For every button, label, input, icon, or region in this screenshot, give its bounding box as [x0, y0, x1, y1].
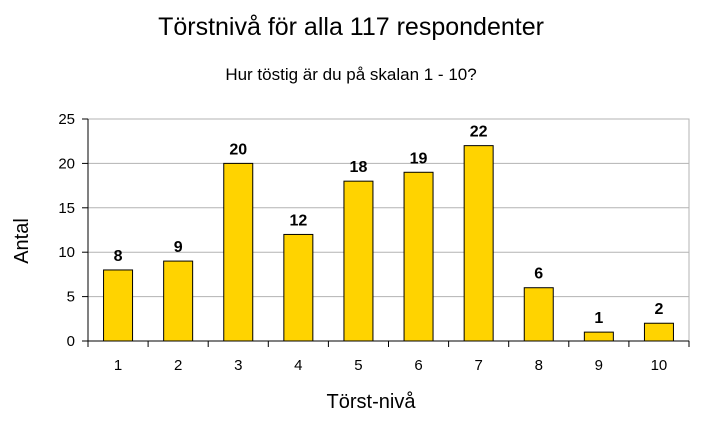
y-tick-label-10: 10 [58, 244, 75, 261]
x-tick-label-8: 8 [535, 357, 543, 374]
y-axis-label: Antal [11, 218, 33, 264]
bar-7 [463, 145, 494, 342]
data-label-6: 19 [410, 150, 428, 167]
bars [103, 145, 674, 342]
data-label-7: 22 [470, 124, 488, 141]
x-tick-labels: 1 2 3 4 5 6 7 8 9 10 [114, 357, 667, 374]
bar-2 [163, 260, 194, 342]
data-label-2: 9 [174, 239, 183, 256]
x-tick-label-6: 6 [414, 357, 422, 374]
y-tick-label-25: 25 [58, 111, 75, 128]
data-label-1: 8 [114, 248, 123, 265]
x-tick-label-1: 1 [114, 357, 122, 374]
x-tick-label-3: 3 [234, 357, 242, 374]
axes [82, 118, 690, 347]
bar-4 [283, 233, 314, 342]
bar-10 [643, 322, 674, 342]
bar-6 [403, 171, 434, 342]
data-label-9: 1 [594, 310, 603, 327]
bar-5 [343, 180, 374, 342]
x-tick-label-2: 2 [174, 357, 182, 374]
bar-9 [583, 331, 614, 342]
data-label-3: 20 [229, 141, 247, 158]
bar-3 [223, 162, 254, 342]
x-tick-label-5: 5 [354, 357, 362, 374]
y-tick-label-15: 15 [58, 200, 75, 217]
data-label-10: 2 [654, 301, 663, 318]
bar-8 [523, 287, 554, 342]
y-tick-labels: 0 5 10 15 20 25 [58, 111, 75, 350]
data-label-4: 12 [289, 212, 307, 229]
x-tick-label-9: 9 [595, 357, 603, 374]
x-tick-label-4: 4 [294, 357, 302, 374]
y-tick-label-5: 5 [67, 289, 75, 306]
data-label-5: 18 [350, 159, 368, 176]
x-tick-label-7: 7 [474, 357, 482, 374]
x-tick-label-10: 10 [651, 357, 668, 374]
y-tick-label-0: 0 [67, 333, 75, 350]
chart-title: Törstnivå för alla 117 respondenter [158, 13, 544, 41]
bar-1 [103, 269, 134, 342]
data-label-8: 6 [534, 266, 543, 283]
chart-subtitle: Hur töstig är du på skalan 1 - 10? [225, 65, 476, 84]
y-tick-label-20: 20 [58, 155, 75, 172]
x-axis-label: Törst-nivå [327, 391, 417, 413]
